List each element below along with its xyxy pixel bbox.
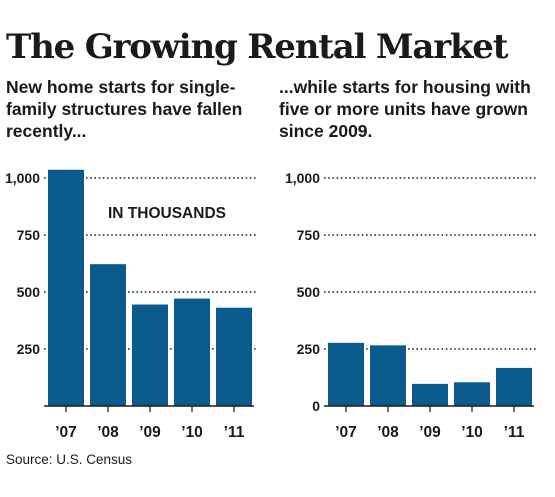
left-x-tick-label: ’10: [181, 424, 203, 441]
left-chart-subtitle: New home starts for single-family struct…: [6, 77, 243, 141]
right-x-tick-label: ’07: [335, 424, 357, 441]
right-x-tick-label: ’08: [377, 424, 399, 441]
right-bar: [412, 383, 448, 406]
right-y-tick-label: 0: [312, 398, 320, 414]
right-y-tick-label: 250: [297, 341, 321, 357]
right-bar: [496, 367, 532, 406]
left-bar: [174, 298, 210, 406]
right-bar: [454, 382, 490, 406]
left-unit-annotation: IN THOUSANDS: [108, 205, 226, 222]
left-bar: [48, 169, 84, 406]
left-y-tick-label: 500: [17, 284, 41, 300]
left-bar-chart: 250 500 750 1,000 ’07 ’08 ’09 ’10 ’11 IN THOUSAND…: [5, 169, 256, 441]
left-y-tick-label: 1,000: [5, 170, 40, 186]
left-y-tick-label: 750: [17, 227, 41, 243]
left-y-tick-label: 250: [17, 341, 41, 357]
left-x-tick-label: ’09: [139, 424, 161, 441]
left-x-tick-label: ’08: [97, 424, 119, 441]
left-bar: [216, 307, 252, 406]
right-y-tick-label: 500: [297, 284, 321, 300]
right-x-tick-label: ’11: [504, 424, 525, 441]
left-x-tick-label: ’11: [224, 424, 245, 441]
right-bar-chart: 0 250 500 750 1,000 ’07 ’08 ’09 ’10 ’11: [285, 170, 536, 441]
right-x-tick-label: ’09: [419, 424, 441, 441]
right-y-tick-label: 1,000: [285, 170, 320, 186]
right-bar: [328, 342, 364, 406]
left-x-tick-label: ’07: [55, 424, 77, 441]
right-x-tick-label: ’10: [461, 424, 483, 441]
right-chart-subtitle: ...while starts for housing with five or…: [279, 77, 531, 141]
right-bar: [370, 345, 406, 406]
left-bar: [90, 264, 126, 406]
chart-title: The Growing Rental Market: [6, 27, 508, 67]
source-note: Source: U.S. Census: [6, 452, 133, 467]
left-bar: [132, 304, 168, 406]
right-y-tick-label: 750: [297, 227, 321, 243]
